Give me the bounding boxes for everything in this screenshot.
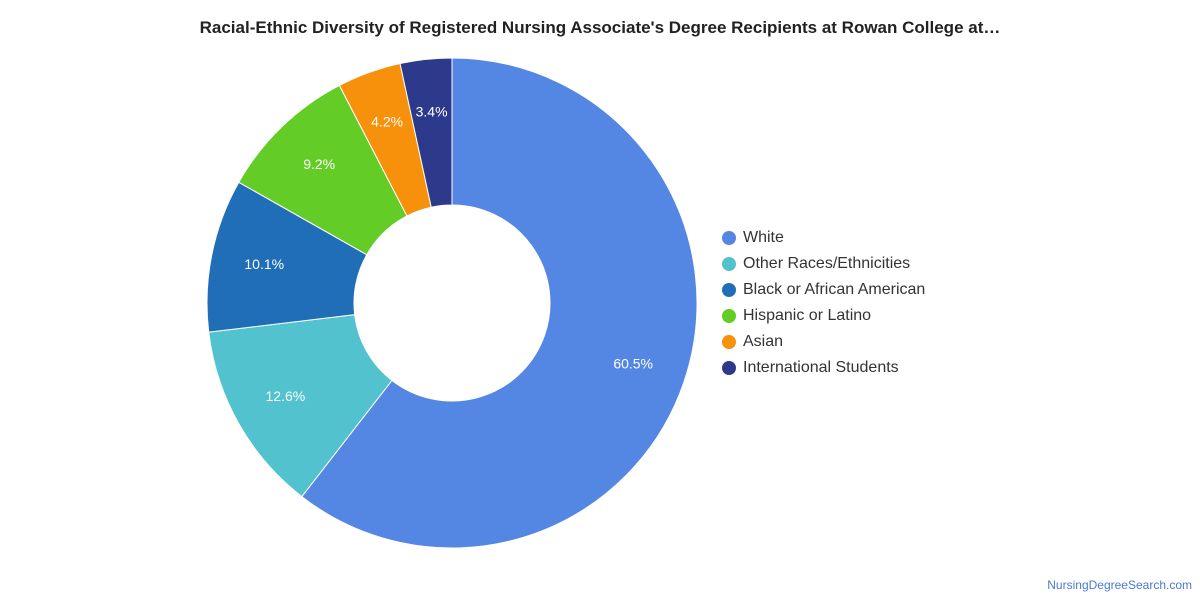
slice-other-races-ethnicities[interactable] xyxy=(208,314,393,498)
slice-label-white: 60.5% xyxy=(613,356,653,372)
legend-marker-black-or-african-american[interactable] xyxy=(722,283,736,297)
slice-white[interactable] xyxy=(301,57,698,549)
legend-label-international-students[interactable]: International Students xyxy=(743,359,899,376)
legend-marker-white[interactable] xyxy=(722,231,736,245)
legend-marker-hispanic-or-latino[interactable] xyxy=(722,309,736,323)
legend-label-other-races-ethnicities[interactable]: Other Races/Ethnicities xyxy=(743,255,910,272)
legend-marker-asian[interactable] xyxy=(722,335,736,349)
slice-label-asian: 4.2% xyxy=(371,114,403,130)
legend-label-black-or-african-american[interactable]: Black or African American xyxy=(743,281,925,298)
slice-label-black-or-african-american: 10.1% xyxy=(244,256,284,272)
slice-label-international-students: 3.4% xyxy=(416,103,448,119)
donut-slices xyxy=(206,57,698,549)
slice-international-students[interactable] xyxy=(399,57,453,208)
legend-label-hispanic-or-latino[interactable]: Hispanic or Latino xyxy=(743,307,871,324)
source-watermark[interactable]: NursingDegreeSearch.com xyxy=(1047,578,1192,592)
slice-label-other-races-ethnicities: 12.6% xyxy=(266,388,306,404)
legend-marker-international-students[interactable] xyxy=(722,361,736,375)
donut-slice-labels: 60.5% 12.6% 10.1% 9.2% 4.2% 3.4% xyxy=(244,103,653,404)
legend-label-asian[interactable]: Asian xyxy=(743,333,783,350)
legend-marker-other-races-ethnicities[interactable] xyxy=(722,257,736,271)
slice-label-hispanic-or-latino: 9.2% xyxy=(303,156,335,172)
chart-legend: White Other Races/Ethnicities Black or Afr… xyxy=(722,229,925,376)
legend-label-white[interactable]: White xyxy=(743,229,784,246)
chart-title: Racial-Ethnic Diversity of Registered Nu… xyxy=(199,18,1001,37)
